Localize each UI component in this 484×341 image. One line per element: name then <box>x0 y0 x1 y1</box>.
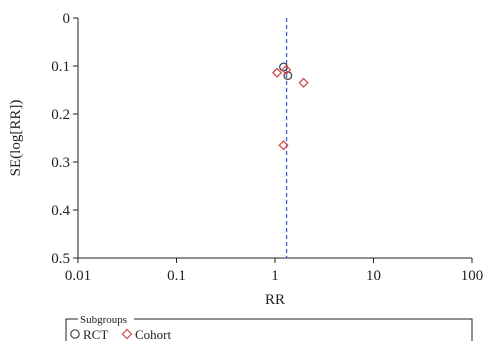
legend: Subgroups RCT Cohort <box>65 314 473 341</box>
plot-axes <box>77 18 472 259</box>
legend-frame <box>65 318 473 341</box>
legend-rct-marker <box>70 329 80 339</box>
y-axis-title: SE(log[RR]) <box>8 100 24 177</box>
y-tick-label: 0 <box>63 11 71 27</box>
data-points <box>271 62 309 151</box>
y-tick-label: 0.5 <box>51 251 70 267</box>
axis-ticks: 0 0.1 0.2 0.3 0.4 0.50.01 0.1 1 10 100 <box>51 11 483 284</box>
cohort-point <box>298 77 309 88</box>
x-tick-label: 1 <box>271 268 279 284</box>
legend-title: Subgroups <box>80 314 127 326</box>
x-tick-label: 0.1 <box>167 268 186 284</box>
cohort-point <box>271 67 283 78</box>
y-tick-label: 0.4 <box>51 203 70 219</box>
y-tick-label: 0.3 <box>51 155 70 171</box>
legend-cohort-marker <box>121 328 133 340</box>
x-tick-label: 100 <box>461 268 484 284</box>
x-tick-label: 10 <box>366 268 381 284</box>
cohort-point <box>278 140 289 151</box>
x-tick-label: 0.01 <box>65 268 91 284</box>
x-axis-title: RR <box>265 292 285 308</box>
legend-cohort-label: Cohort <box>135 327 172 341</box>
y-tick-label: 0.1 <box>51 59 70 75</box>
y-tick-label: 0.2 <box>51 107 70 123</box>
legend-rct-label: RCT <box>83 327 108 341</box>
rct-point <box>279 62 288 72</box>
cohort-point <box>281 64 292 75</box>
